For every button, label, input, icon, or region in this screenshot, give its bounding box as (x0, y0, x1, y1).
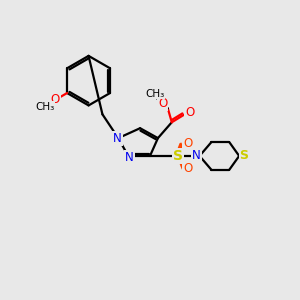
Text: O: O (183, 162, 192, 175)
Text: CH₃: CH₃ (145, 88, 165, 98)
Text: N: N (125, 152, 134, 164)
Text: N: N (192, 149, 201, 162)
Text: O: O (50, 94, 60, 106)
Text: N: N (113, 132, 122, 145)
Text: O: O (183, 136, 192, 150)
Text: S: S (240, 149, 249, 162)
Text: CH₃: CH₃ (35, 102, 54, 112)
Text: O: O (185, 106, 194, 119)
Text: O: O (158, 97, 167, 110)
Text: S: S (173, 149, 183, 163)
